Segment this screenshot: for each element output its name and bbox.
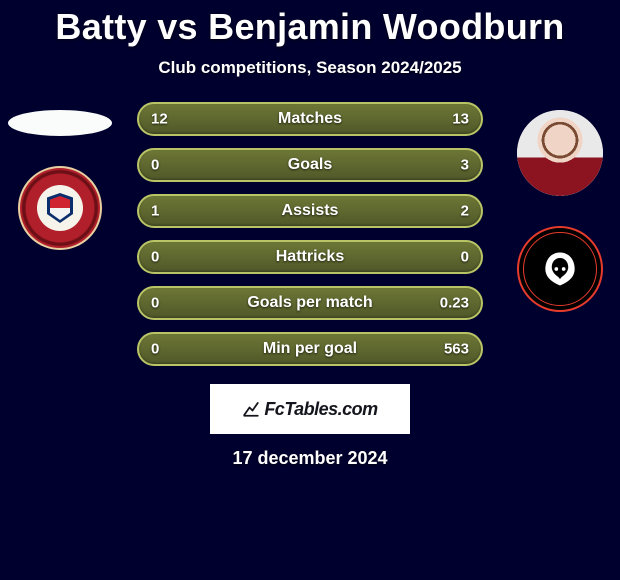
stats-list: 12 Matches 13 0 Goals 3 1 Assists 2 0 Ha… [137, 102, 483, 366]
brand-text: FcTables.com [264, 399, 377, 420]
stat-value-right: 3 [461, 157, 469, 174]
stat-label: Hattricks [139, 248, 481, 266]
stat-label: Min per goal [139, 340, 481, 358]
stat-value-right: 13 [452, 111, 469, 128]
stat-row-goals-per-match: 0 Goals per match 0.23 [137, 286, 483, 320]
stat-value-left: 0 [151, 249, 159, 266]
stat-row-min-per-goal: 0 Min per goal 563 [137, 332, 483, 366]
stat-value-right: 0 [461, 249, 469, 266]
date-text: 17 december 2024 [0, 448, 620, 469]
stat-row-goals: 0 Goals 3 [137, 148, 483, 182]
player-left-photo-placeholder [8, 110, 112, 136]
stat-label: Assists [139, 202, 481, 220]
stat-value-right: 0.23 [440, 295, 469, 312]
stat-label: Matches [139, 110, 481, 128]
page-title: Batty vs Benjamin Woodburn [0, 0, 620, 48]
stat-value-left: 12 [151, 111, 168, 128]
left-player-column [0, 102, 120, 250]
stat-row-assists: 1 Assists 2 [137, 194, 483, 228]
comparison-content: 12 Matches 13 0 Goals 3 1 Assists 2 0 Ha… [0, 102, 620, 366]
stat-row-matches: 12 Matches 13 [137, 102, 483, 136]
stat-value-left: 0 [151, 341, 159, 358]
club-crest-salford [517, 226, 603, 312]
stat-value-left: 1 [151, 203, 159, 220]
stat-label: Goals per match [139, 294, 481, 312]
stat-label: Goals [139, 156, 481, 174]
stat-value-right: 2 [461, 203, 469, 220]
right-player-column [500, 102, 620, 312]
club-crest-accrington [18, 166, 102, 250]
subtitle: Club competitions, Season 2024/2025 [0, 58, 620, 78]
stat-value-left: 0 [151, 295, 159, 312]
stat-row-hattricks: 0 Hattricks 0 [137, 240, 483, 274]
chart-icon [242, 400, 260, 418]
player-right-photo [517, 110, 603, 196]
brand-attribution: FcTables.com [210, 384, 410, 434]
stat-value-right: 563 [444, 341, 469, 358]
stat-value-left: 0 [151, 157, 159, 174]
